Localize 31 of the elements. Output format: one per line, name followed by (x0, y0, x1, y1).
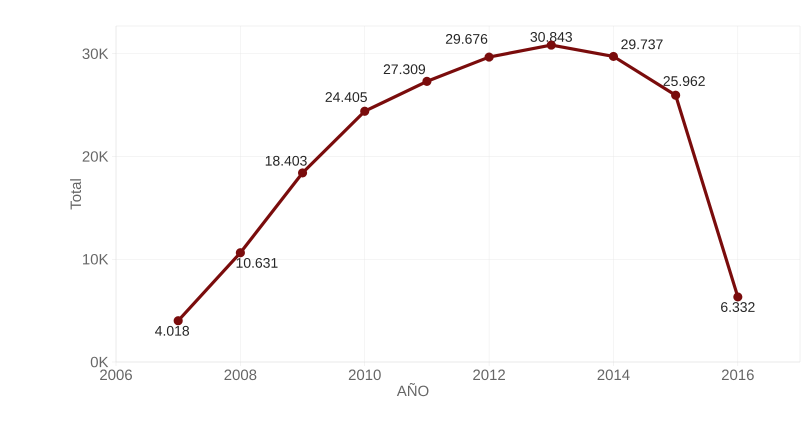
data-label: 25.962 (664, 76, 705, 86)
x-tick-label: 2006 (100, 370, 132, 380)
data-label: 24.405 (326, 92, 367, 102)
y-tick-label: 0K (90, 356, 108, 368)
point (733, 292, 742, 302)
point (360, 106, 370, 116)
data-label: 10.631 (236, 258, 278, 268)
data-label: 27.309 (384, 64, 426, 74)
x-tick-label: 2008 (224, 370, 256, 380)
point (298, 168, 308, 178)
x-axis-title: AÑO (396, 382, 428, 396)
x-tick-label: 2016 (722, 370, 754, 380)
point (608, 52, 618, 62)
data-label: 4.018 (155, 326, 190, 336)
y-tick-label: 10K (83, 254, 108, 265)
x-tick-label: 2014 (598, 370, 630, 380)
data-label: 30.843 (530, 32, 572, 42)
y-tick-label: 30K (82, 48, 108, 60)
point (422, 76, 432, 86)
point (671, 90, 680, 100)
point (236, 248, 245, 258)
point (484, 52, 494, 62)
x-tick-label: 2012 (473, 370, 505, 380)
x-tick-label: 2010 (348, 370, 381, 380)
y-tick-label: 20K (82, 151, 108, 162)
data-label: 29.737 (621, 39, 663, 50)
point (174, 316, 183, 326)
y-axis-title: Total (70, 179, 82, 210)
data-label: 18.403 (266, 156, 307, 166)
data-label: 29.676 (446, 34, 488, 44)
data-label: 6.332 (721, 302, 755, 312)
